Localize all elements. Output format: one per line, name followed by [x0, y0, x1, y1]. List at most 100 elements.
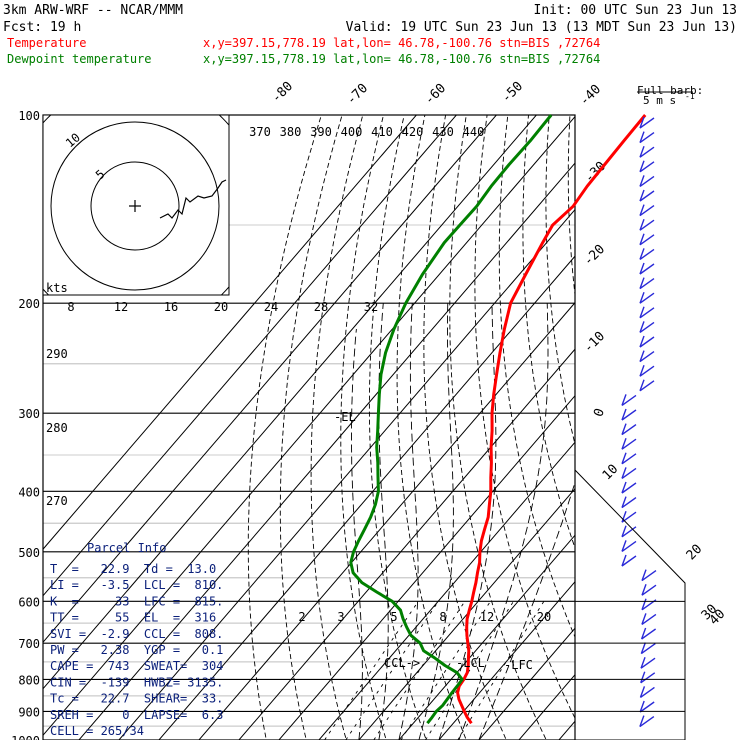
- mixing-ratio-label: 2: [298, 610, 305, 624]
- full-barb-label: Full barb:: [637, 84, 703, 97]
- wind-barb: [640, 627, 647, 640]
- wind-barb: [621, 437, 627, 450]
- dry-adiabat-label: 290: [46, 347, 68, 361]
- wind-barb: [639, 335, 645, 348]
- parcel-info-row: PW = 2.38 YGP = 0.1: [50, 643, 223, 657]
- mixing-ratio-label: 8: [439, 610, 446, 624]
- skewt-grid: [43, 86, 740, 740]
- wind-barb: [639, 189, 645, 202]
- wind-barb: [639, 205, 655, 217]
- parcel-info-row: TT = 55 EL = 316: [50, 611, 216, 625]
- wind-barb: [639, 321, 655, 333]
- wind-barb: [621, 409, 637, 421]
- wind-barb: [621, 540, 627, 552]
- mixing-ratio-line: [400, 601, 491, 740]
- chart-overlay: [574, 116, 686, 740]
- dry-adiabat-label: 270: [46, 494, 68, 508]
- mixing-ratio-line: [373, 601, 466, 740]
- wind-barb: [621, 496, 627, 508]
- isotherm: [78, 162, 575, 740]
- wind-barb: [640, 656, 646, 669]
- isotherm-label: -20: [581, 242, 608, 269]
- theta-label: 420: [402, 125, 424, 139]
- wind-barb: [640, 643, 656, 655]
- wind-barb: [639, 365, 655, 377]
- dewpoint-location: x,y=397.15,778.19 lat,lon= 46.78,-100.76…: [203, 52, 600, 66]
- theta-label: 430: [432, 125, 454, 139]
- wind-barb: [639, 248, 645, 260]
- wind-barb: [639, 379, 645, 392]
- dry-adiabat: [474, 115, 575, 720]
- theta-label: 390: [310, 125, 332, 139]
- wind-barb: [621, 453, 637, 465]
- mixing-ratio-line: [324, 601, 419, 740]
- dry-adiabat: [522, 115, 575, 550]
- theta-label: 370: [249, 125, 271, 139]
- dry-adiabat: [310, 115, 364, 740]
- wind-barb: [639, 160, 645, 173]
- wind-barb: [621, 467, 637, 479]
- isotherm-label: -60: [422, 81, 449, 108]
- isotherm-label: -10: [581, 329, 608, 356]
- parcel-info-row: K = 33 LFC = 815.: [50, 594, 223, 608]
- wind-barb: [639, 190, 655, 202]
- mixing-ratio-line: [425, 601, 514, 740]
- sounding-annotation: CCL->: [384, 656, 420, 670]
- mixing-ratio-label: 5: [390, 610, 397, 624]
- isotherm: [478, 627, 575, 740]
- parcel-info-title: Parcel Info: [87, 541, 166, 555]
- wind-barb: [621, 408, 627, 421]
- isotherm-label: -40: [577, 82, 604, 109]
- hodograph-ring: [90, 161, 180, 251]
- wind-barb: [639, 233, 645, 246]
- wind-barb: [621, 526, 637, 538]
- hodograph-ring: [50, 121, 220, 291]
- wind-barb: [639, 715, 645, 727]
- pressure-tick-label: 600: [18, 595, 40, 609]
- hodograph-speed-label: 24: [264, 300, 278, 314]
- wind-barb: [639, 116, 645, 129]
- isotherm: [118, 208, 575, 740]
- wind-barb: [639, 132, 655, 144]
- mixing-ratio-label: 12: [480, 610, 494, 624]
- isotherm: [43, 115, 418, 550]
- isotherm: [438, 580, 575, 740]
- wind-barb: [639, 701, 655, 713]
- wind-barb: [621, 540, 637, 552]
- wind-barb: [621, 481, 627, 494]
- mixing-ratio-label: 3: [337, 610, 344, 624]
- wind-barb: [641, 570, 657, 582]
- parcel-info-row: T = 22.9 Td = 13.0: [50, 562, 216, 576]
- isotherm: [238, 348, 575, 740]
- dry-adiabat: [632, 86, 740, 740]
- isotherm: [278, 394, 575, 740]
- isotherm: [198, 301, 575, 740]
- wind-barb: [621, 438, 637, 450]
- diagram-edge: [574, 469, 686, 740]
- dry-adiabat: [423, 115, 507, 740]
- pressure-tick-label: 100: [18, 109, 40, 123]
- theta-label: 380: [280, 125, 302, 139]
- parcel-info-row: Tc = 22.7 SHEAR= 33.: [50, 692, 223, 706]
- wind-barb: [621, 482, 637, 494]
- wind-barb: [641, 569, 647, 581]
- wind-barb: [640, 672, 656, 684]
- init-time: Init: 00 UTC Sun 23 Jun 13: [534, 3, 738, 18]
- isotherm: [43, 115, 458, 597]
- isotherm-label: -50: [499, 79, 526, 106]
- temperature-location: x,y=397.15,778.19 lat,lon= 46.78,-100.76…: [203, 36, 600, 50]
- plot-area: 1002003004005006007008009001000-80-70-60…: [11, 79, 740, 740]
- wind-barb: [641, 598, 647, 611]
- pressure-tick-label: 200: [18, 297, 40, 311]
- parcel-info-row: SREH = 0 LAPSE= 6.3: [50, 708, 223, 722]
- hodograph-speed-label: 20: [214, 300, 228, 314]
- wind-barb: [621, 452, 627, 465]
- wind-barb: [639, 306, 645, 319]
- valid-time: Valid: 19 UTC Sun 23 Jun 13 (13 MDT Sun …: [346, 20, 737, 35]
- moist-adiabat: [458, 303, 549, 740]
- pressure-tick-label: 300: [18, 407, 40, 421]
- parcel-info-row: CELL = 265/34: [50, 724, 144, 738]
- pressure-tick-label: 400: [18, 485, 40, 499]
